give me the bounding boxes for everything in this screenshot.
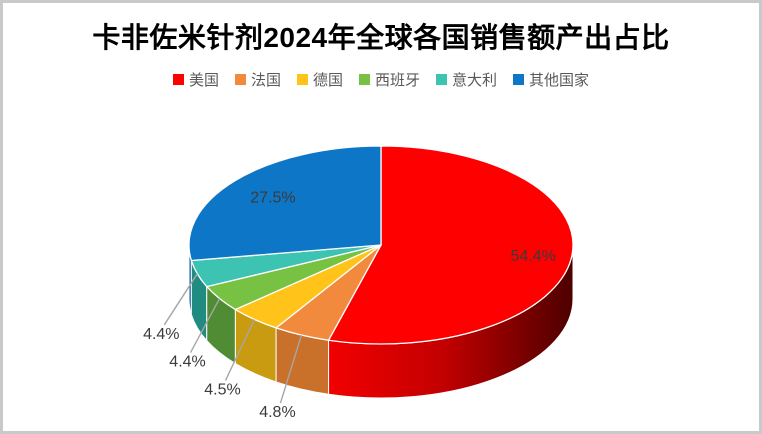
pie-3d-chart: 54.4% 4.8% 4.5% 4.4% 4.4% 27.5% [143,145,574,421]
data-label-0: 54.4% [510,248,555,265]
legend-swatch-icon [436,74,448,85]
legend-item-2: 德国 [296,69,343,90]
legend-swatch-icon [359,74,370,85]
leader-line-4 [163,273,198,326]
legend-item-1: 法国 [234,69,281,90]
leader-line-3 [189,298,221,353]
legend-swatch-icon [172,74,184,85]
data-label-4: 4.4% [143,326,179,343]
data-label-1: 4.8% [259,404,295,421]
chart-legend: 美国 法国 德国 西班牙 意大利 其他国家 [3,69,759,90]
legend-label: 意大利 [452,72,498,89]
legend-label: 德国 [312,72,343,89]
data-label-3: 4.4% [169,354,205,371]
legend-item-5: 其他国家 [513,69,589,90]
legend-label: 其他国家 [529,72,590,89]
legend-swatch-icon [296,74,308,85]
data-label-5: 27.5% [250,189,295,206]
pie-slice-5 [188,145,382,262]
legend-item-3: 西班牙 [359,69,420,90]
legend-swatch-icon [513,74,525,85]
legend-label: 西班牙 [375,72,421,89]
pie-slice-0 [327,145,574,345]
legend-item-4: 意大利 [436,69,497,90]
leader-line-1 [279,334,303,404]
leader-line-2 [224,319,256,381]
legend-swatch-icon [234,74,246,85]
legend-label: 法国 [250,72,281,89]
data-label-2: 4.5% [204,381,240,398]
legend-label: 美国 [188,72,219,89]
legend-item-0: 美国 [172,69,219,90]
chart-title: 卡非佐米针剂2024年全球各国销售额产出占比 [92,22,670,53]
